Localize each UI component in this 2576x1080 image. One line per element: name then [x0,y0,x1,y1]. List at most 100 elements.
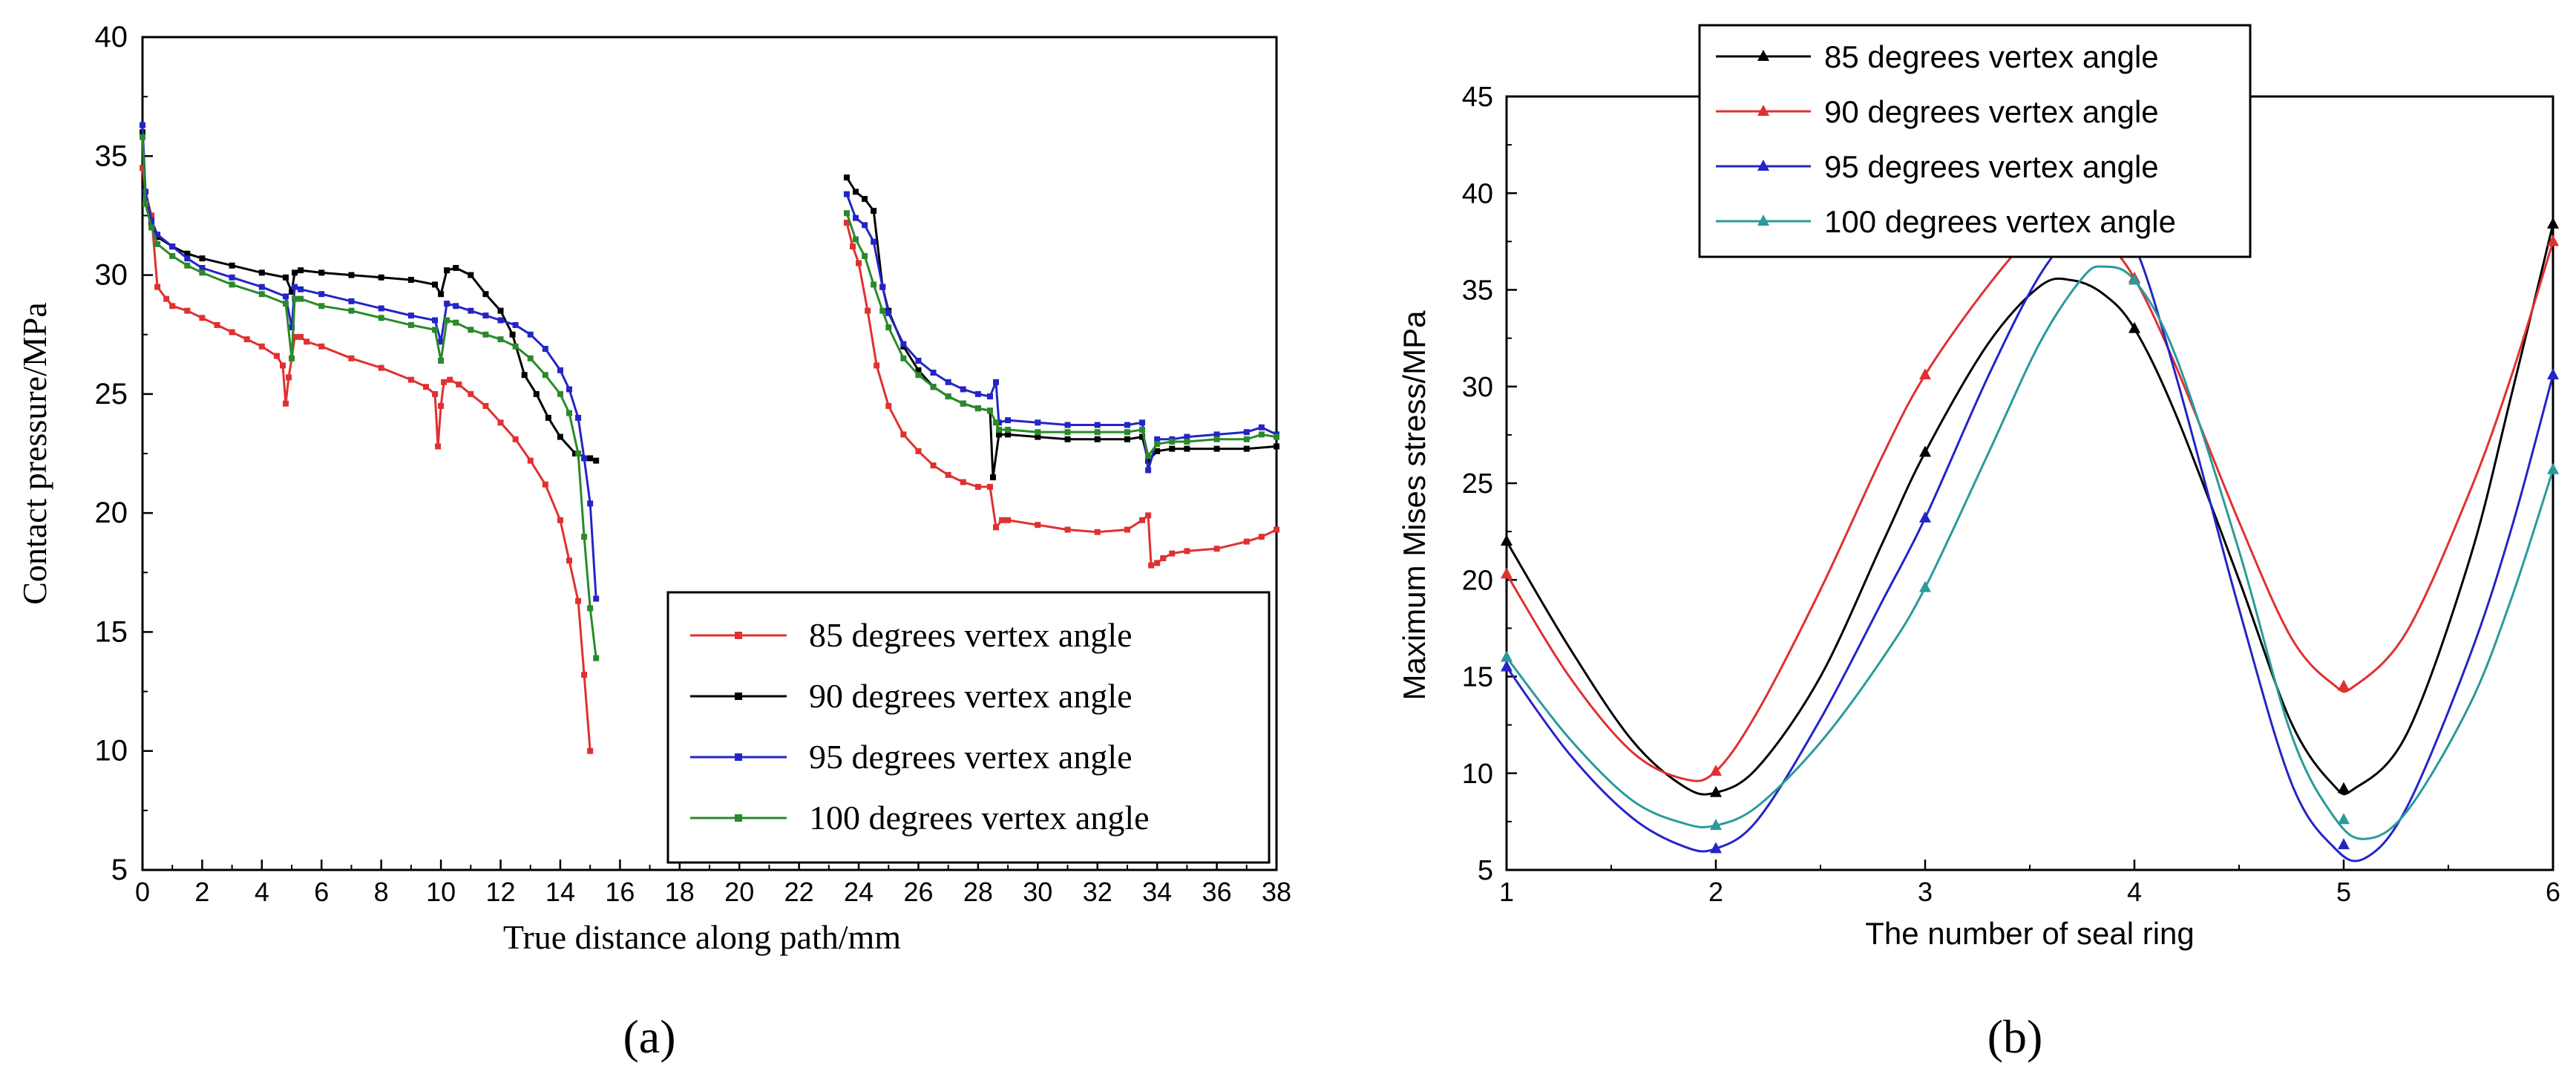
legend-frame [1698,24,2252,258]
data-point [1124,422,1130,428]
data-point [497,419,504,426]
data-point [993,379,1000,385]
data-point [2547,217,2559,229]
legend-marker [735,632,742,639]
data-point [441,379,448,385]
data-point [593,655,600,661]
legend-label: 100 degrees vertex angle [809,799,1150,837]
series-line [141,137,597,658]
data-point [874,362,880,369]
data-point [853,189,859,195]
series-line [141,125,597,599]
data-point [960,479,966,485]
data-point [999,517,1006,523]
data-point [273,353,280,359]
data-point [900,431,907,438]
x-tick-label: 30 [1023,877,1052,907]
data-point [512,436,519,442]
data-point [2338,679,2350,691]
data-point [566,410,573,416]
x-tick-label: 34 [1142,877,1172,907]
data-point [444,301,450,307]
data-point [1139,517,1146,523]
x-tick-label: 22 [784,877,814,907]
data-point [258,343,265,350]
data-point [468,390,474,397]
data-point [1169,438,1176,445]
x-axis-label: True distance along path/mm [503,918,901,956]
legend: 85 degrees vertex angle 90 degrees vertex… [666,591,1271,864]
data-point [199,264,206,271]
data-point [229,281,235,288]
data-point [444,267,450,274]
data-point [1064,436,1071,442]
data-point [1124,526,1130,533]
y-tick-label: 30 [1462,372,1493,403]
data-point [1184,433,1190,440]
x-tick-label: 32 [1083,877,1112,907]
data-point [900,355,907,361]
data-point [1258,424,1265,431]
x-tick-label: 6 [314,877,329,907]
data-point [542,481,548,488]
data-point [456,382,462,388]
series-1 [1501,217,2559,797]
data-point [1184,445,1190,452]
data-point [214,321,220,328]
data-point [378,305,384,312]
series-2 [1501,220,2559,782]
data-point [1094,422,1101,428]
data-point [378,315,384,321]
data-point [843,210,850,217]
data-point [318,303,325,310]
data-point [184,262,191,269]
data-point [575,451,582,456]
data-point [1035,522,1041,528]
data-point [407,276,414,283]
data-point [1274,526,1279,533]
data-point [298,333,304,340]
data-point [1148,562,1155,569]
x-tick-label: 2 [194,877,209,907]
data-point [482,312,489,319]
data-point [169,303,176,310]
data-point [557,367,563,373]
data-point [378,274,384,281]
data-point [527,355,534,361]
data-point [482,331,489,338]
data-point [148,217,155,223]
data-point [1064,429,1071,436]
data-point [453,319,459,326]
data-point [512,343,519,350]
data-point [527,331,534,338]
series-1 [140,165,1279,754]
data-point [1213,546,1220,552]
legend-marker [1757,215,1769,226]
data-point [497,307,504,314]
x-tick-label: 1 [1499,877,1514,907]
legend: 85 degrees vertex angle 90 degrees vertex… [1698,24,2252,258]
legend-label: 85 degrees vertex angle [1824,39,2159,74]
data-point [862,195,868,202]
data-point [1213,436,1220,442]
x-tick-label: 28 [963,877,993,907]
y-tick-label: 5 [1478,855,1493,886]
data-point [993,524,1000,531]
data-point [289,324,295,331]
data-point [298,286,304,292]
data-point [258,291,265,298]
data-point [1274,443,1279,450]
legend-marker [1757,105,1769,116]
data-point [447,376,453,383]
data-point [1145,467,1152,474]
x-tick-label: 14 [545,877,575,907]
data-point [318,269,325,276]
y-tick-label: 10 [95,735,128,768]
data-point [283,293,289,300]
series-4 [1501,265,2559,840]
data-point [304,338,310,345]
data-point [1035,419,1041,426]
data-point [915,448,922,454]
data-point [432,390,439,397]
data-point [348,307,355,314]
